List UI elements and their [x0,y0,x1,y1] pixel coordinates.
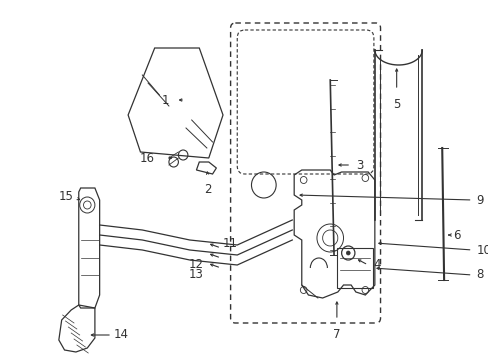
Text: 1: 1 [161,94,168,107]
Text: 6: 6 [453,229,460,242]
Text: 5: 5 [392,98,400,111]
Text: 8: 8 [475,269,483,282]
Text: 9: 9 [475,194,483,207]
Text: 2: 2 [203,183,211,196]
Text: 11: 11 [223,237,238,249]
Text: 7: 7 [332,328,340,341]
Text: 13: 13 [189,269,203,282]
Circle shape [346,251,349,255]
Text: 3: 3 [355,158,363,171]
Text: 15: 15 [59,189,74,202]
Text: 4: 4 [372,258,380,271]
Text: 14: 14 [114,328,129,342]
Text: 16: 16 [140,152,154,165]
Text: 10: 10 [475,243,488,257]
Text: 12: 12 [189,258,203,271]
